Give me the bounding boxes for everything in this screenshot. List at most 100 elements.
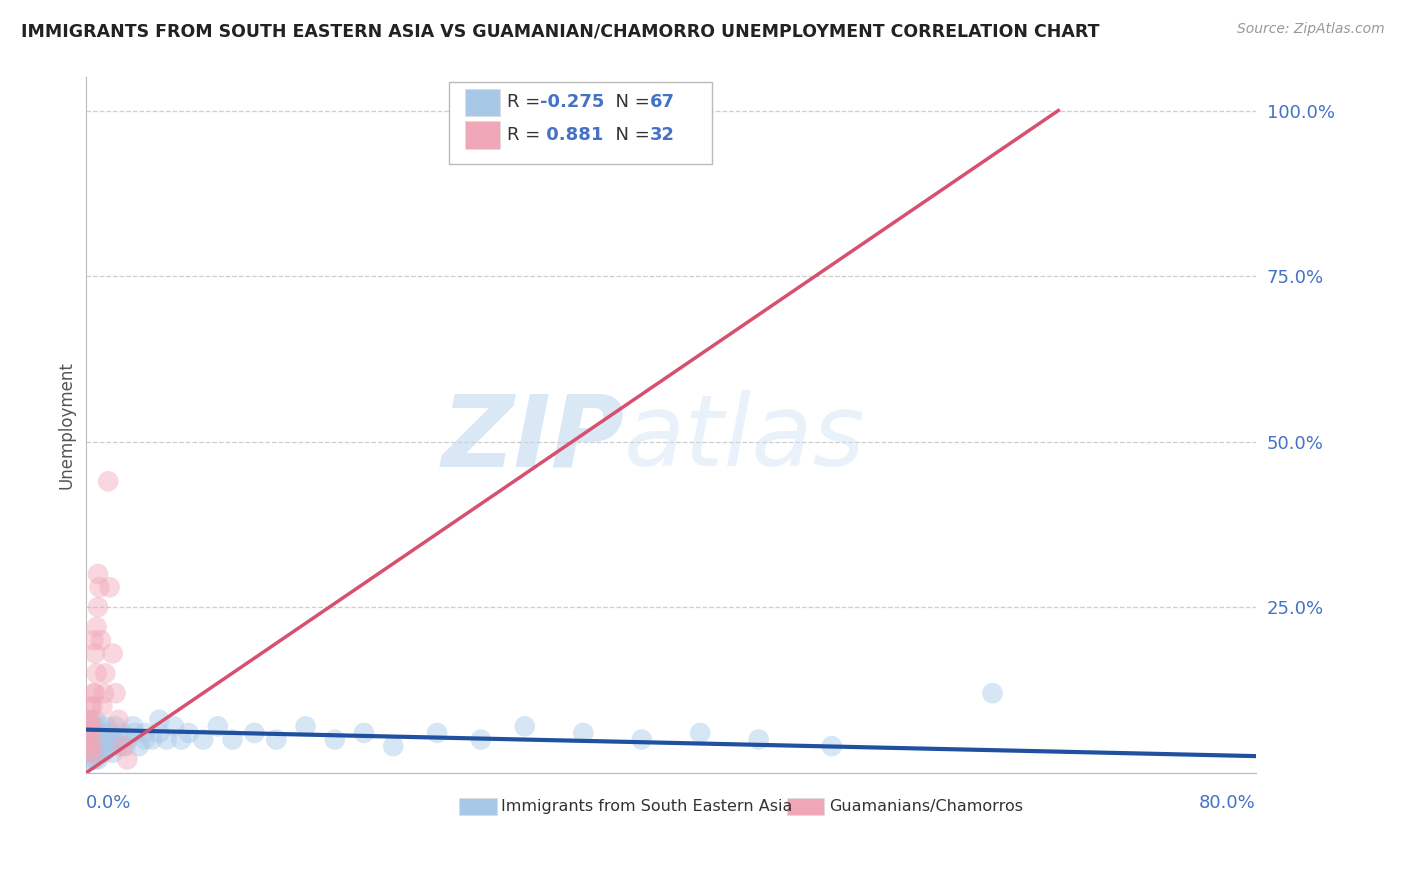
Point bbox=[87, 726, 110, 740]
Point bbox=[748, 732, 770, 747]
Point bbox=[89, 746, 111, 760]
Point bbox=[170, 732, 193, 747]
Point bbox=[98, 580, 121, 594]
Point bbox=[96, 719, 118, 733]
Point bbox=[83, 633, 105, 648]
Point bbox=[79, 713, 101, 727]
Point bbox=[77, 726, 100, 740]
Point bbox=[83, 746, 105, 760]
Text: 67: 67 bbox=[650, 94, 675, 112]
Point bbox=[84, 713, 107, 727]
Point bbox=[97, 475, 120, 489]
Point bbox=[177, 726, 200, 740]
Point bbox=[163, 719, 186, 733]
Point bbox=[76, 732, 98, 747]
Text: Source: ZipAtlas.com: Source: ZipAtlas.com bbox=[1237, 22, 1385, 37]
Point bbox=[94, 732, 117, 747]
Point bbox=[90, 739, 112, 754]
Point bbox=[82, 719, 104, 733]
Text: N =: N = bbox=[605, 94, 655, 112]
Point bbox=[572, 726, 595, 740]
Point bbox=[243, 726, 266, 740]
Point bbox=[513, 719, 536, 733]
Point bbox=[115, 752, 138, 766]
Point bbox=[91, 739, 114, 754]
Point bbox=[97, 739, 120, 754]
Point bbox=[148, 726, 170, 740]
Point bbox=[90, 633, 112, 648]
Point bbox=[266, 732, 288, 747]
Text: R =: R = bbox=[508, 126, 547, 145]
Point bbox=[77, 732, 100, 747]
Point bbox=[101, 732, 124, 747]
Point bbox=[84, 752, 107, 766]
Point bbox=[122, 719, 145, 733]
FancyBboxPatch shape bbox=[787, 798, 824, 815]
Point bbox=[87, 567, 110, 582]
Point bbox=[82, 699, 104, 714]
Point bbox=[93, 726, 115, 740]
Text: -0.275: -0.275 bbox=[540, 94, 605, 112]
Point bbox=[79, 699, 101, 714]
Point bbox=[76, 713, 98, 727]
Point bbox=[94, 666, 117, 681]
Point bbox=[104, 719, 127, 733]
FancyBboxPatch shape bbox=[465, 88, 501, 116]
Point bbox=[107, 713, 129, 727]
FancyBboxPatch shape bbox=[449, 82, 711, 164]
Point bbox=[84, 732, 107, 747]
FancyBboxPatch shape bbox=[465, 121, 501, 149]
Point bbox=[79, 739, 101, 754]
Point bbox=[353, 726, 375, 740]
Point bbox=[630, 732, 652, 747]
Text: 0.0%: 0.0% bbox=[86, 794, 132, 812]
Point bbox=[89, 732, 111, 747]
Point bbox=[93, 746, 115, 760]
Y-axis label: Unemployment: Unemployment bbox=[58, 361, 75, 489]
Point bbox=[107, 732, 129, 747]
Point bbox=[90, 719, 112, 733]
Point bbox=[104, 686, 127, 700]
Point bbox=[101, 746, 124, 760]
Point bbox=[87, 600, 110, 615]
Point bbox=[107, 739, 129, 754]
Point bbox=[93, 686, 115, 700]
Text: Guamanians/Chamorros: Guamanians/Chamorros bbox=[828, 799, 1022, 814]
Point bbox=[294, 719, 316, 733]
Text: 80.0%: 80.0% bbox=[1199, 794, 1256, 812]
Point bbox=[156, 732, 179, 747]
Text: IMMIGRANTS FROM SOUTH EASTERN ASIA VS GUAMANIAN/CHAMORRO UNEMPLOYMENT CORRELATIO: IMMIGRANTS FROM SOUTH EASTERN ASIA VS GU… bbox=[21, 22, 1099, 40]
Point bbox=[124, 726, 146, 740]
Point bbox=[111, 726, 134, 740]
Text: 32: 32 bbox=[650, 126, 675, 145]
Point bbox=[82, 726, 104, 740]
Point bbox=[207, 719, 229, 733]
Point bbox=[426, 726, 449, 740]
Point bbox=[77, 752, 100, 766]
Point bbox=[128, 739, 150, 754]
Point bbox=[141, 732, 163, 747]
Point bbox=[981, 686, 1004, 700]
Point bbox=[114, 739, 136, 754]
Point bbox=[87, 746, 110, 760]
Text: ZIP: ZIP bbox=[441, 391, 624, 487]
Point bbox=[84, 686, 107, 700]
Text: R =: R = bbox=[508, 94, 547, 112]
Point bbox=[86, 746, 108, 760]
Point bbox=[134, 726, 156, 740]
Point bbox=[77, 746, 100, 760]
Point bbox=[83, 746, 105, 760]
Point bbox=[382, 739, 405, 754]
Text: Immigrants from South Eastern Asia: Immigrants from South Eastern Asia bbox=[502, 799, 793, 814]
Point bbox=[221, 732, 243, 747]
Text: atlas: atlas bbox=[624, 391, 866, 487]
Text: 0.881: 0.881 bbox=[540, 126, 603, 145]
Point bbox=[821, 739, 844, 754]
Text: N =: N = bbox=[605, 126, 655, 145]
Point bbox=[77, 719, 100, 733]
Point bbox=[86, 739, 108, 754]
Point bbox=[79, 746, 101, 760]
Point bbox=[91, 699, 114, 714]
Point bbox=[79, 739, 101, 754]
Point bbox=[115, 732, 138, 747]
